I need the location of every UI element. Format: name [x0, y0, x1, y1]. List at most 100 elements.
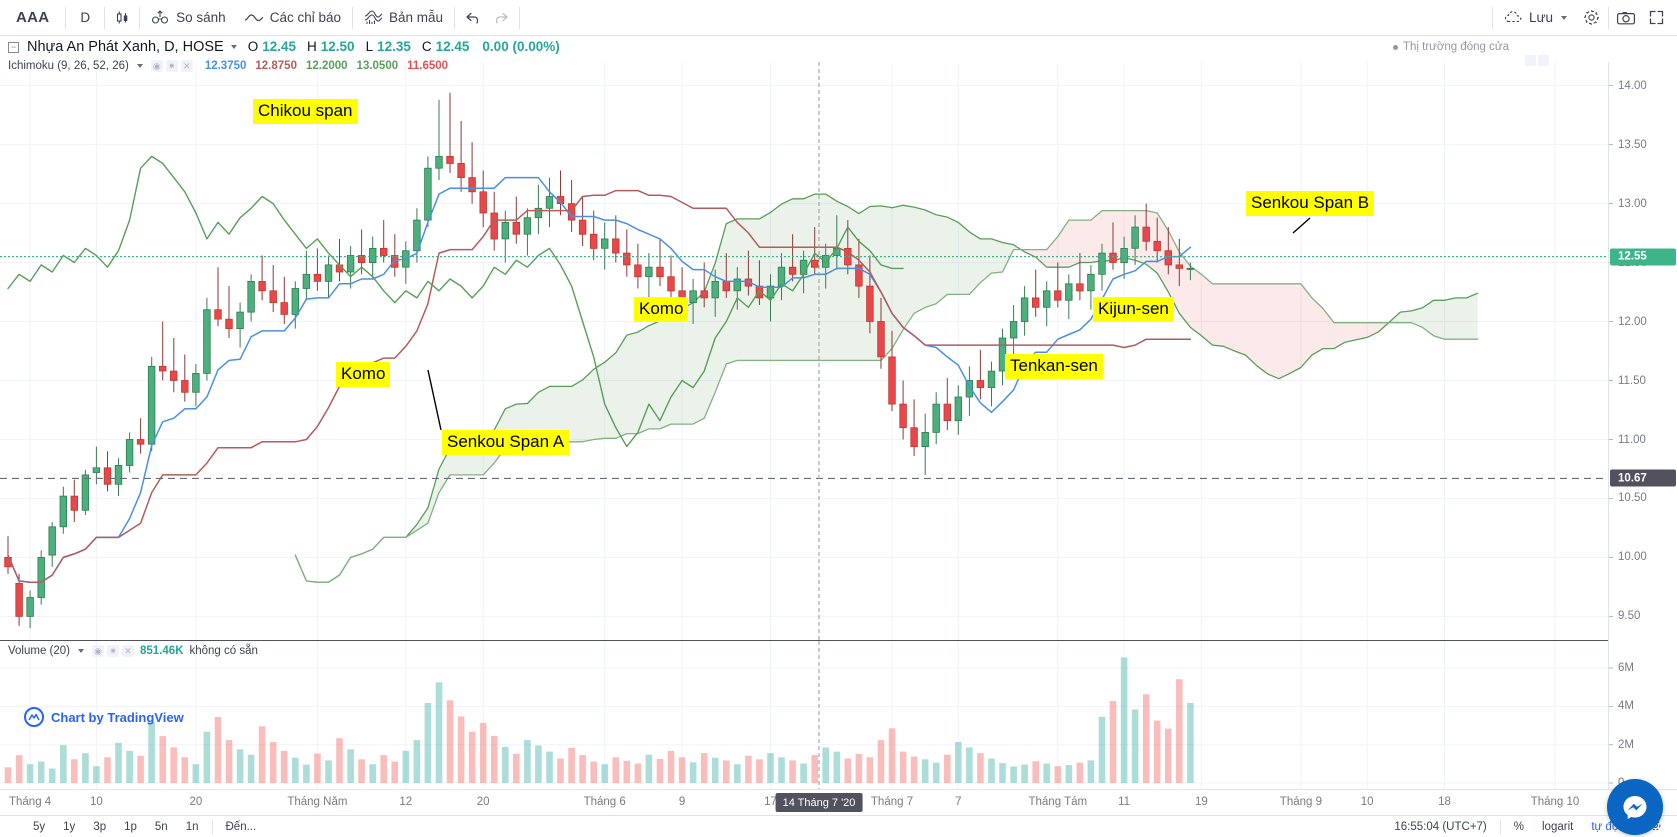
pane-separator[interactable] [0, 640, 1608, 641]
fullscreen-button[interactable] [1641, 4, 1671, 32]
indicators-button[interactable]: Các chỉ báo [235, 4, 350, 32]
redo-button[interactable] [487, 4, 517, 32]
chevron-down-icon[interactable] [136, 64, 143, 69]
eye-icon[interactable]: ◉ [92, 645, 105, 657]
time-axis-label: Tháng Tám [1028, 796, 1088, 808]
gear-icon [1582, 8, 1601, 27]
close-icon[interactable]: ✕ [122, 645, 135, 657]
ohlc-label: C [421, 38, 432, 54]
last-price-badge: 12.55 [1610, 248, 1676, 266]
range-1m[interactable]: 1p [124, 820, 137, 833]
time-axis-label: 10 [89, 796, 103, 808]
crosshair-date-badge: 14 Tháng 7 '20 [775, 793, 863, 812]
undo-button[interactable] [457, 4, 487, 32]
annotation-label[interactable]: Chikou span [253, 99, 358, 125]
toolbar-divider [454, 6, 456, 29]
price-chart-pane[interactable] [0, 62, 1608, 640]
price-axis-label: 11.50 [1618, 374, 1646, 387]
time-axis-label: Tháng 10 [1530, 796, 1580, 808]
annotation-label[interactable]: Senkou Span A [442, 430, 570, 456]
range-5d[interactable]: 5n [154, 820, 168, 833]
chevron-down-icon[interactable] [230, 45, 237, 50]
time-axis-label: Tháng 9 [1279, 796, 1322, 808]
indicator-name[interactable]: Ichimoku (9, 26, 52, 26) [8, 60, 129, 73]
time-axis-label: Tháng Năm [287, 796, 348, 808]
price-axis[interactable]: 14.0013.5013.0012.5012.0011.5011.0010.50… [1608, 62, 1677, 789]
gear-icon[interactable]: ✷ [107, 645, 120, 657]
symbol-search-button[interactable]: AAA [16, 9, 50, 26]
annotation-label[interactable]: Senkou Span B [1246, 191, 1375, 217]
price-axis-label: 12.00 [1618, 315, 1647, 328]
annotation-label[interactable]: Tenkan-sen [1005, 354, 1103, 380]
ohlc-value: 12.35 [377, 38, 411, 54]
time-axis-label: 20 [189, 796, 203, 808]
toolbar-divider [519, 6, 521, 29]
messenger-bubble-icon[interactable] [1607, 779, 1663, 835]
volume-value: 851.46K [140, 645, 184, 657]
ohlc-open: O 12.45 [248, 39, 296, 56]
toolbar-divider [139, 6, 141, 29]
mini-button-1[interactable] [1525, 55, 1536, 66]
log-scale-button[interactable]: logarit [1542, 820, 1574, 833]
gear-icon[interactable]: ✷ [165, 60, 178, 73]
collapse-icon[interactable]: − [8, 41, 19, 53]
close-icon[interactable]: ✕ [180, 60, 193, 73]
clock-label[interactable]: 16:55:04 (UTC+7) [1394, 820, 1487, 833]
chart-style-button[interactable] [107, 4, 137, 32]
time-axis-label: 10 [1360, 796, 1374, 808]
range-3m[interactable]: 3p [93, 820, 107, 833]
time-axis[interactable]: Tháng 4 10 20 Tháng Năm 12 20 Tháng 6 9 17 Tháng … [0, 789, 1677, 815]
tenkan-value: 12.3750 [204, 60, 247, 73]
indicator-controls: ◉ ✷ ✕ [150, 60, 193, 73]
page-title[interactable]: Nhựa An Phát Xanh, D, HOSE [27, 39, 224, 55]
volume-chart-svg [0, 641, 1608, 789]
settings-button[interactable] [1576, 4, 1606, 32]
time-axis-label: 7 [955, 796, 962, 808]
statusbar-divider [211, 819, 213, 834]
volume-axis-label: 4M [1618, 700, 1634, 713]
top-toolbar: AAA D So sánh Các chỉ báo Bản m [0, 0, 1677, 36]
cloud-icon [1504, 10, 1523, 25]
ohlc-low: L 12.35 [366, 39, 411, 56]
undo-icon [464, 11, 480, 25]
mini-button-2[interactable] [1538, 55, 1549, 66]
annotation-label[interactable]: Komo [336, 362, 391, 388]
time-axis-label: 11 [1118, 796, 1131, 808]
price-axis-ticks [1609, 85, 1613, 784]
snapshot-button[interactable] [1611, 4, 1641, 32]
span-a-value: 12.2000 [305, 60, 348, 73]
goto-date-button[interactable]: Đến... [225, 820, 257, 833]
candlestick-icon [114, 9, 131, 26]
interval-button[interactable]: D [80, 10, 91, 25]
legend-mini-buttons[interactable] [1525, 55, 1549, 66]
volume-indicator-name[interactable]: Volume (20) [8, 645, 71, 657]
range-5y[interactable]: 5y [33, 820, 46, 833]
templates-button[interactable]: Bản mẫu [355, 4, 452, 32]
price-axis-label: 14.00 [1618, 79, 1647, 92]
save-button[interactable]: Lưu [1495, 4, 1576, 32]
tradingview-watermark: Chart by TradingView [24, 707, 184, 727]
volume-controls: ◉ ✷ ✕ [92, 645, 135, 657]
range-1y[interactable]: 1y [63, 820, 76, 833]
range-1d[interactable]: 1n [185, 820, 199, 833]
chevron-down-icon [1561, 15, 1567, 20]
camera-icon [1616, 10, 1636, 26]
annotation-label[interactable]: Kijun-sen [1093, 297, 1174, 323]
price-change: 0.00 (0.00%) [482, 38, 560, 54]
annotation-label[interactable]: Komo [634, 297, 689, 323]
eye-icon[interactable]: ◉ [150, 60, 163, 73]
chart-legend: − Nhựa An Phát Xanh, D, HOSE O 12.45 H 12.… [8, 38, 560, 74]
time-axis-label: 18 [1438, 796, 1451, 808]
compare-button[interactable]: So sánh [142, 4, 235, 32]
chevron-down-icon[interactable] [78, 649, 85, 653]
compare-label: So sánh [176, 10, 226, 25]
time-axis-label: 19 [1194, 796, 1208, 808]
price-axis-label: 9.50 [1618, 610, 1641, 623]
time-axis-label: 12 [399, 796, 413, 808]
ohlc-label: O [247, 38, 259, 54]
percent-scale-button[interactable]: % [1513, 820, 1524, 833]
price-axis-label: 13.00 [1618, 197, 1647, 210]
compare-icon [151, 9, 170, 26]
watermark-label: Chart by TradingView [51, 709, 184, 725]
volume-chart-pane[interactable] [0, 641, 1608, 789]
